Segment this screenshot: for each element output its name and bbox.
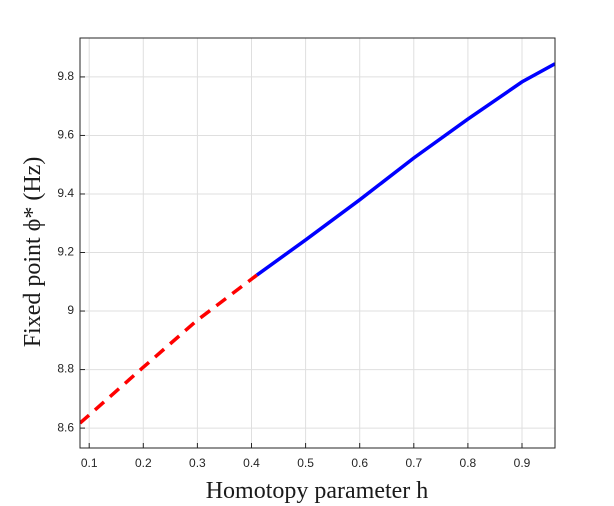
x-tick-label: 0.4 [243, 456, 260, 470]
y-tick-label: 9.4 [57, 186, 74, 200]
y-tick-label: 9.6 [57, 128, 74, 142]
y-tick-label: 9.8 [57, 69, 74, 83]
x-tick-label: 0.2 [135, 456, 152, 470]
data-line [255, 62, 555, 277]
x-tick-label: 0.1 [81, 456, 98, 470]
x-tick-label: 0.7 [405, 456, 422, 470]
plot-frame [79, 37, 556, 449]
x-tick-label: 0.5 [297, 456, 314, 470]
y-tick-label: 9 [67, 303, 74, 317]
data-line [80, 273, 258, 425]
x-axis-label: Homotopy parameter h [206, 478, 429, 504]
y-tick-label: 8.6 [57, 420, 74, 434]
y-tick-label: 8.8 [57, 362, 74, 376]
y-tick-label: 9.2 [57, 245, 74, 259]
x-tick-label: 0.9 [514, 456, 531, 470]
x-tick-label: 0.8 [460, 456, 477, 470]
x-tick-label: 0.3 [189, 456, 206, 470]
y-axis-label: Fixed point ϕ* (Hz) [20, 157, 46, 348]
x-tick-label: 0.6 [351, 456, 368, 470]
